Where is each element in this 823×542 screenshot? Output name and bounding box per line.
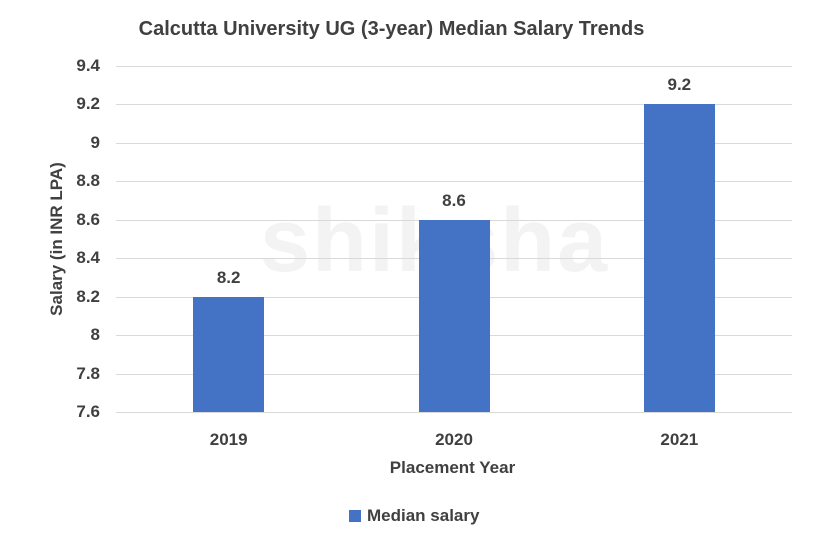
y-tick-label: 9.2: [76, 94, 100, 114]
data-label: 8.6: [442, 190, 466, 210]
gridline: [116, 142, 792, 144]
y-tick-label: 8.6: [76, 209, 100, 229]
x-axis-label: Placement Year: [389, 458, 516, 477]
bar-2020: [418, 219, 490, 412]
legend: Median salary: [349, 506, 479, 526]
legend-swatch: [349, 510, 361, 522]
legend-label: Median salary: [367, 506, 480, 525]
data-label: 9.2: [667, 75, 692, 95]
y-tick-label: 7.6: [76, 402, 100, 421]
bar-2021: [643, 104, 715, 412]
data-label: 8.2: [216, 267, 241, 287]
y-tick-label: 9.4: [76, 56, 100, 75]
gridline: [116, 412, 792, 413]
y-tick-label: 8: [90, 325, 100, 345]
y-tick-label: 8.8: [76, 171, 100, 191]
bar-2019: [193, 296, 265, 412]
y-tick-label: 9: [90, 132, 100, 152]
gridline: [116, 181, 792, 183]
y-tick-label: 7.8: [76, 363, 100, 383]
x-tick-label: 2020: [435, 430, 473, 449]
x-tick-label: 2021: [660, 430, 699, 449]
chart-title: Calcutta University UG (3-year) Median S…: [138, 18, 645, 40]
y-tick-label: 8.4: [76, 248, 100, 268]
plot-area: 8.2 8.6 9.2: [116, 66, 792, 413]
gridline: [116, 104, 792, 106]
gridline: [116, 66, 792, 67]
x-tick-label: 2019: [209, 430, 248, 449]
y-tick-label: 8.2: [76, 286, 100, 306]
